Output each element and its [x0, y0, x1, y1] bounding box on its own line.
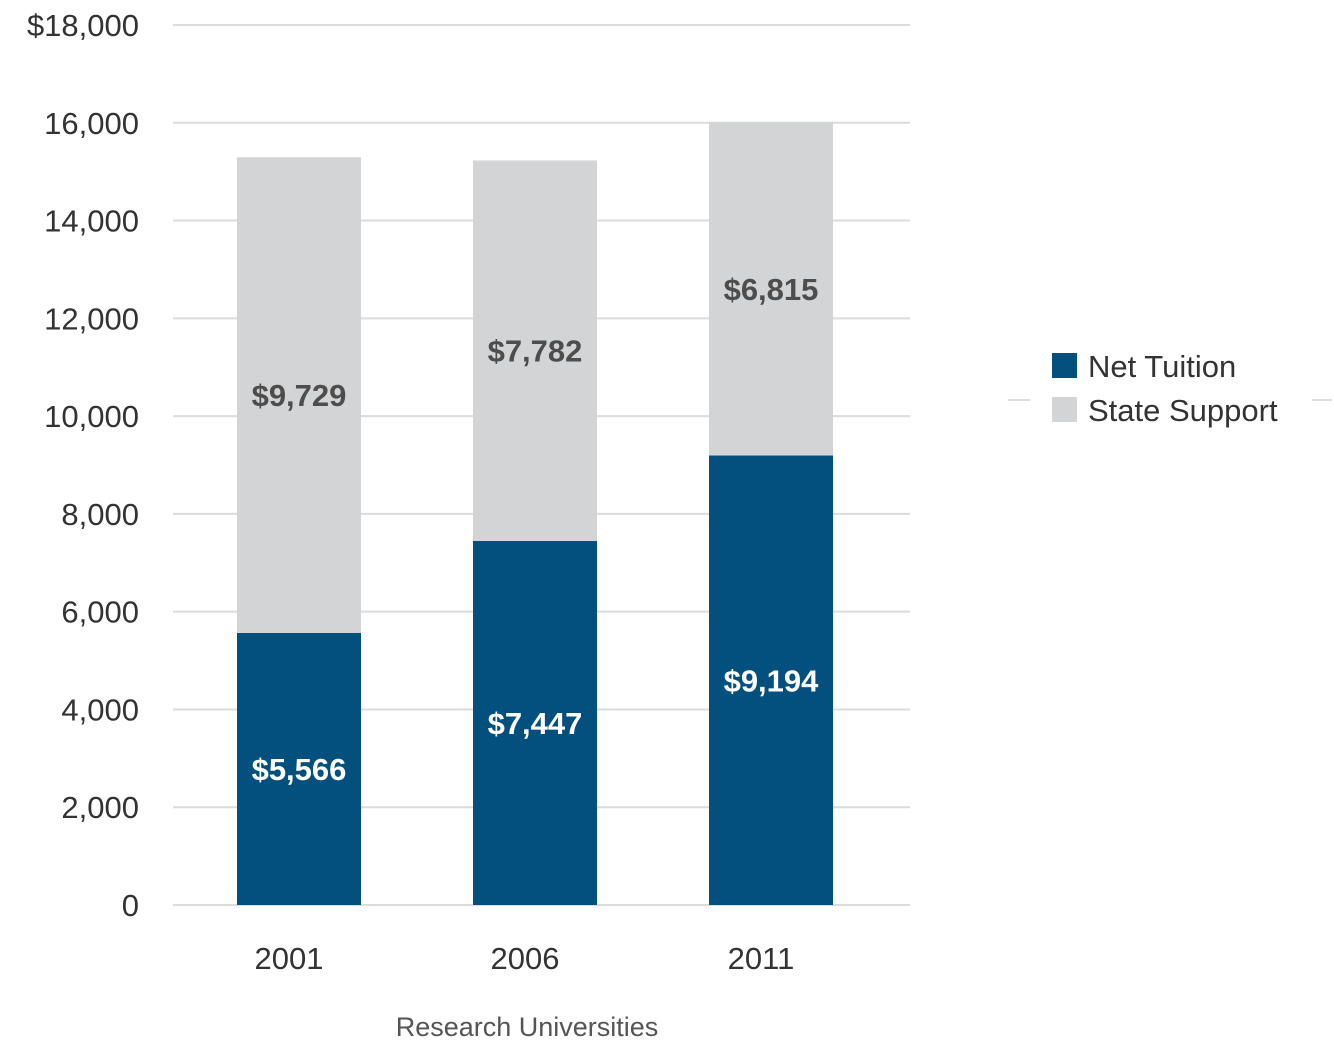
data-label: $7,782	[488, 334, 583, 369]
y-tick-label: 12,000	[44, 301, 139, 336]
y-tick-label: 16,000	[44, 106, 139, 141]
x-tick-label: 2006	[491, 941, 560, 976]
y-tick-label: 0	[122, 888, 139, 923]
legend-swatch	[1052, 397, 1077, 422]
y-tick-label: 14,000	[44, 204, 139, 239]
y-tick-label: 2,000	[61, 790, 139, 825]
bars	[237, 122, 833, 905]
legend-label: State Support	[1088, 393, 1278, 428]
legend-label: Net Tuition	[1088, 349, 1236, 384]
data-label: $6,815	[724, 272, 819, 307]
data-label: $9,729	[252, 378, 347, 413]
x-tick-label: 2001	[255, 941, 324, 976]
x-axis-title: Research Universities	[396, 1012, 659, 1040]
bar-state-support	[473, 160, 597, 541]
data-labels: $5,566 $9,729 $7,447 $7,782 $9,194 $6,815	[252, 272, 820, 787]
y-tick-label: $18,000	[27, 8, 139, 43]
bar-net-tuition	[237, 632, 361, 905]
bar-state-support	[237, 157, 361, 633]
bar-net-tuition	[473, 540, 597, 905]
legend-swatch	[1052, 353, 1077, 378]
bar-state-support	[709, 122, 833, 456]
x-axis: 2001 2006 2011	[255, 941, 795, 976]
legend: Net Tuition State Support	[1008, 349, 1332, 428]
data-label: $7,447	[488, 706, 583, 741]
data-label: $5,566	[252, 752, 347, 787]
y-tick-label: 6,000	[61, 595, 139, 630]
x-tick-label: 2011	[728, 941, 795, 976]
bar-net-tuition	[709, 455, 833, 905]
y-tick-label: 4,000	[61, 692, 139, 727]
y-tick-label: 10,000	[44, 399, 139, 434]
y-tick-label: 8,000	[61, 497, 139, 532]
y-axis: 0 2,000 4,000 6,000 8,000 10,000 12,000 14,000 1…	[27, 8, 139, 923]
data-label: $9,194	[724, 663, 820, 698]
